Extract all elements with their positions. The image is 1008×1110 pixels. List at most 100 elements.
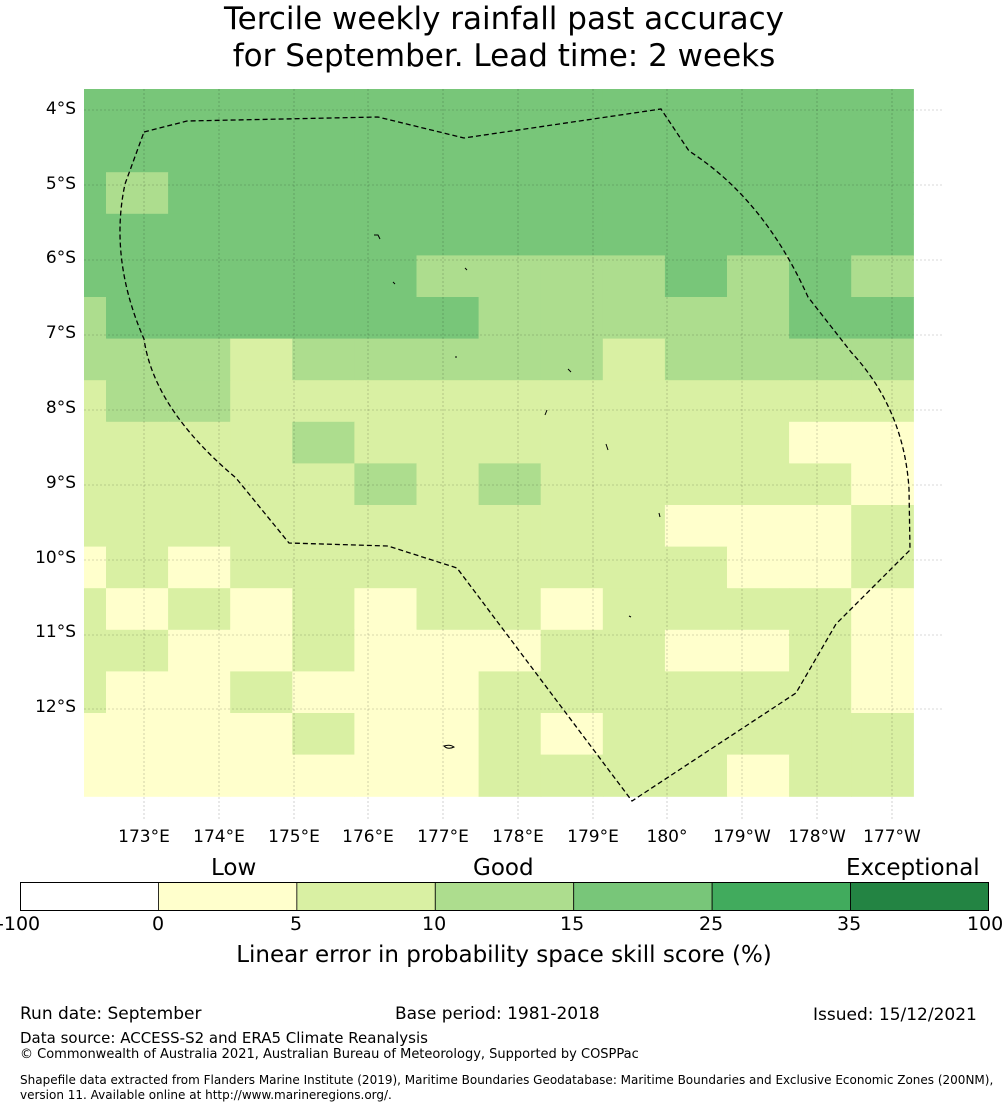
map-cell [84,505,107,548]
map-cell [540,629,604,672]
map-cell [540,713,604,756]
map-cell [540,505,604,548]
map-cell [84,588,107,631]
colorbar-tick: 25 [699,913,724,935]
map-cell [727,546,790,589]
island [374,234,381,240]
map-cell [540,546,604,589]
lat-label: 9°S [45,473,76,493]
map-cell [292,629,355,672]
map-cell [354,588,418,631]
map-cell [292,380,355,423]
map-cell [540,338,604,381]
map-cell [416,297,480,340]
map-cell [664,380,728,423]
category-label-good: Good [473,855,534,881]
map-cell [540,380,604,423]
map-cell [354,338,418,381]
colorbar-segment [711,882,851,911]
map-cell [478,89,542,132]
map-cell [84,754,107,797]
map-cell [106,713,169,756]
map-cell [106,338,169,381]
map-cell [851,671,914,714]
map-cell [230,421,293,464]
map-cell [292,89,355,132]
map-cell [84,338,107,381]
map-cell [478,505,542,548]
map-cell [354,255,418,298]
map-cell [540,130,604,173]
map-cell [292,172,355,215]
map-cell [664,130,728,173]
map-cell [540,213,604,256]
map-cell [789,255,852,298]
colorbar-segment [296,882,436,911]
island [464,267,468,271]
map-cell [478,588,542,631]
map-cell [478,380,542,423]
map-cell [354,297,418,340]
map-cell [851,546,914,589]
title-line-1: Tercile weekly rainfall past accuracy [224,1,784,37]
map-cell [84,713,107,756]
map-cell [168,713,231,756]
map-cell [540,463,604,506]
colorbar-tick: 35 [837,913,862,935]
map-cell [168,172,231,215]
map-cell [727,671,790,714]
lat-label: 5°S [45,174,76,194]
map-cell [230,338,293,381]
map-cell [416,463,480,506]
map-cell [540,255,604,298]
run-date: Run date: September [20,1004,202,1024]
map-cell [602,338,666,381]
lat-label: 10°S [35,548,76,568]
category-label-low: Low [211,855,257,881]
map-cell [292,338,355,381]
map-cell [106,380,169,423]
map-cell [354,213,418,256]
map-cell [168,505,231,548]
map-cell [664,588,728,631]
map-cell [230,380,293,423]
map-cell [230,505,293,548]
map-cell [106,588,169,631]
base-period: Base period: 1981-2018 [395,1004,600,1024]
map-cell [602,463,666,506]
colorbar-tick: 10 [422,913,447,935]
map-cell [664,421,728,464]
map-cell [230,130,293,173]
map-cell [292,130,355,173]
map-cell [727,588,790,631]
map-cell [540,297,604,340]
eez-boundary [119,108,911,802]
map-cell [168,380,231,423]
map-cell [168,546,231,589]
map-cell [84,380,107,423]
map-cell [664,671,728,714]
map-cell [789,588,852,631]
map-cell [230,213,293,256]
map-cell [664,463,728,506]
map-cell [664,172,728,215]
map-cell [416,588,480,631]
lon-label: 178°W [788,827,846,847]
map-cell [230,255,293,298]
map-cell [789,89,852,132]
issued-date: Issued: 15/12/2021 [813,1005,977,1025]
map-cell [478,421,542,464]
map-cell [230,671,293,714]
map-cell [354,463,418,506]
map-cell [727,463,790,506]
map-cell [106,671,169,714]
island [567,368,572,373]
map-cell [851,754,914,797]
map-cell [602,671,666,714]
map-cell [664,629,728,672]
lon-label: 174°E [193,827,245,847]
map-cell [106,255,169,298]
map-gridlines [84,89,944,821]
map-cell [354,754,418,797]
map-cell [416,421,480,464]
